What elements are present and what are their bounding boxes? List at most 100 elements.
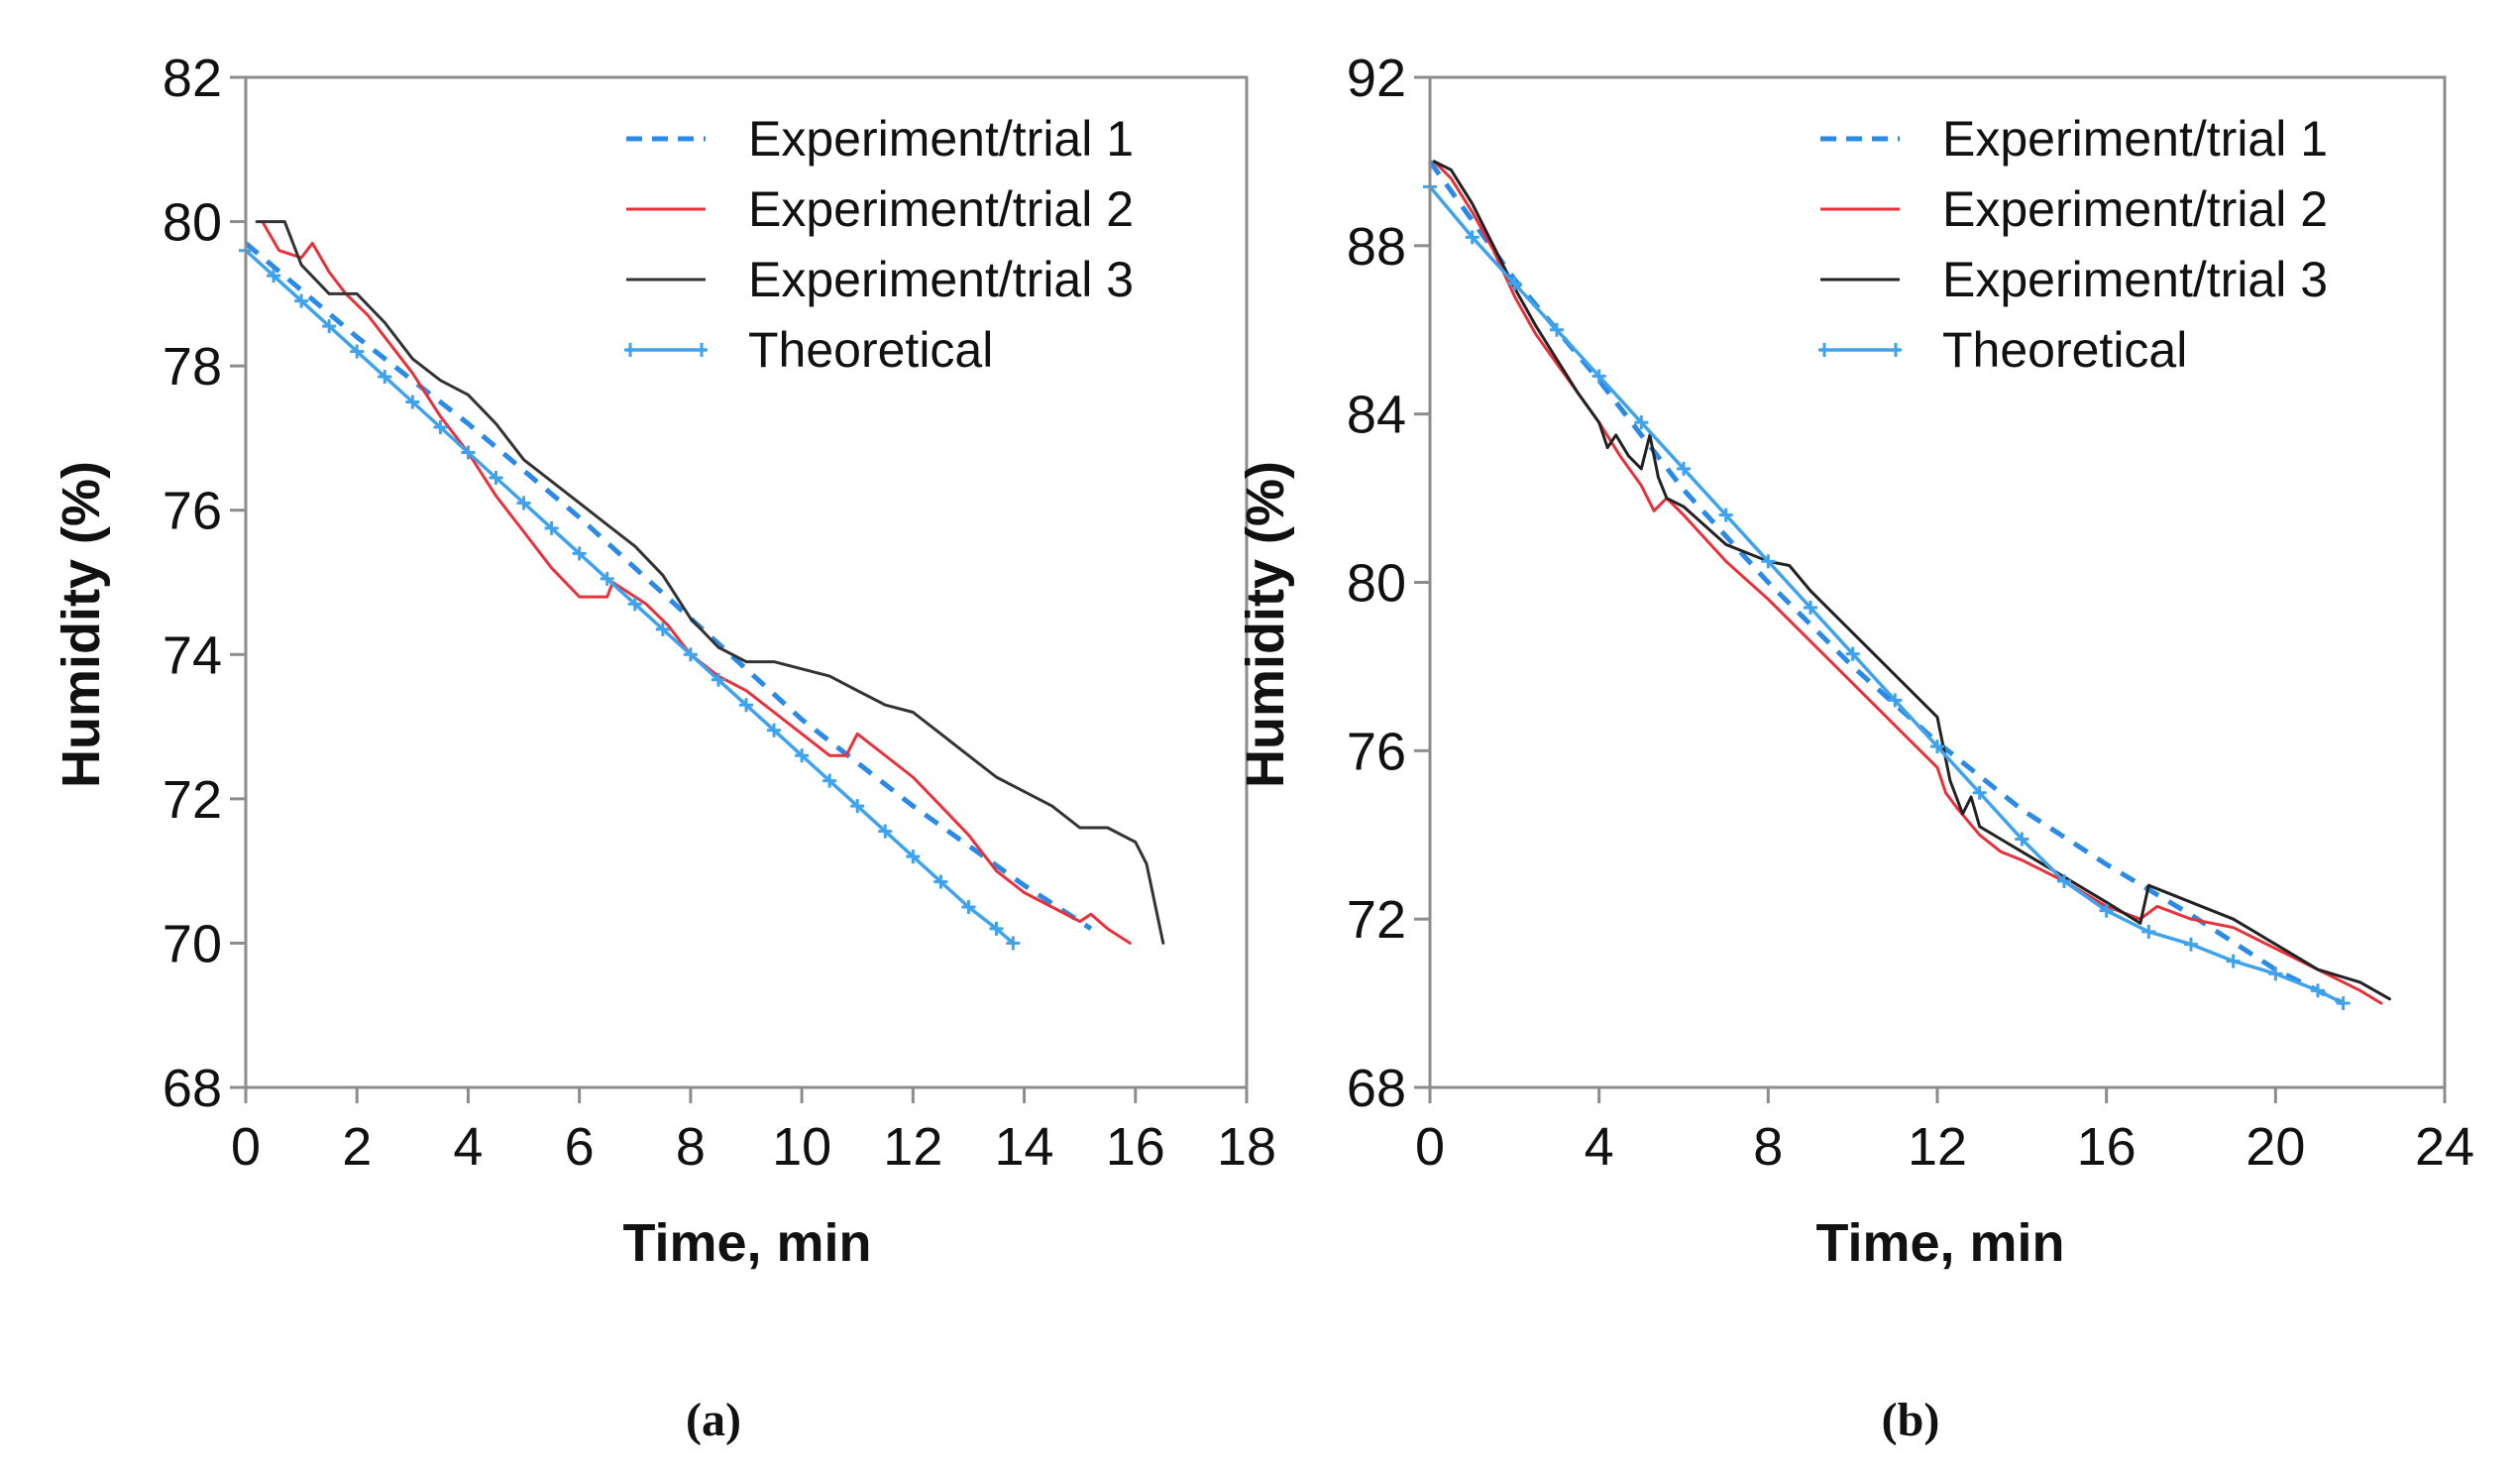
- theoretical-marker: [850, 799, 865, 814]
- x-tick-label: 10: [772, 1117, 831, 1177]
- theoretical-marker: [1634, 415, 1649, 430]
- y-tick-label: 72: [1347, 890, 1406, 950]
- theoretical-marker: [1677, 461, 1691, 476]
- legend-label: Theoretical: [1942, 322, 2187, 378]
- theoretical-marker: [461, 445, 476, 460]
- theoretical-marker: [1804, 600, 1817, 615]
- theoretical-marker: [1718, 508, 1733, 522]
- x-tick-label: 14: [995, 1117, 1054, 1177]
- axes-frame-a: [244, 75, 1249, 1089]
- theoretical-marker: [683, 647, 698, 662]
- theoretical-marker: [433, 420, 448, 435]
- y-axis-title-b: Humidity (%): [1236, 461, 1295, 788]
- y-tick-label: 72: [163, 770, 222, 830]
- series-line-3: [255, 220, 1165, 945]
- theoretical-marker: [1930, 739, 1944, 754]
- panel-a: Experiment/trial 1 Experiment/trial 2 Expe…: [52, 49, 1276, 1446]
- panel-b: Experiment/trial 1 Experiment/trial 2 Expe…: [1236, 49, 2474, 1446]
- series-group-a: [239, 220, 1165, 951]
- x-tick-label: 8: [676, 1117, 706, 1177]
- theoretical-marker: [711, 672, 725, 687]
- theoretical-marker: [1507, 277, 1522, 291]
- theoretical-marker: [1972, 785, 1987, 800]
- theoretical-marker: [267, 269, 281, 284]
- theoretical-marker: [2226, 954, 2241, 968]
- theoretical-marker: [933, 874, 948, 889]
- theoretical-marker: [1761, 554, 1776, 569]
- x-tick-label: 2: [342, 1117, 372, 1177]
- x-tick-label: 4: [453, 1117, 483, 1177]
- x-tick-label: 12: [883, 1117, 942, 1177]
- y-tick-label: 78: [163, 337, 222, 397]
- y-tick-label: 80: [1347, 554, 1406, 614]
- theoretical-marker: [405, 395, 420, 409]
- x-tick-label: 16: [2077, 1117, 2137, 1177]
- plot-area-frame: [1428, 75, 2447, 1089]
- series-line-2: [261, 220, 1132, 945]
- y-tick-label: 88: [1347, 217, 1406, 277]
- x-axis-title-b: Time, min: [1815, 1213, 2064, 1273]
- x-tick-label: 24: [2415, 1117, 2474, 1177]
- theoretical-marker: [739, 698, 753, 713]
- theoretical-marker: [2336, 996, 2351, 1011]
- y-tick-label: 74: [163, 625, 222, 685]
- y-tick-label: 84: [1347, 386, 1406, 445]
- theoretical-marker: [989, 921, 1004, 936]
- theoretical-marker: [2311, 983, 2325, 998]
- panel-caption-a: (a): [686, 1394, 741, 1446]
- theoretical-marker: [767, 723, 782, 738]
- axes-frame-b: [1428, 75, 2447, 1089]
- y-tick-label: 76: [163, 482, 222, 541]
- legend-a: Experiment/trial 1 Experiment/trial 2 Expe…: [603, 91, 1217, 389]
- y-tick-label: 82: [163, 49, 222, 108]
- legend-item: Experiment/trial 3: [626, 252, 1134, 307]
- theoretical-marker: [572, 546, 587, 561]
- theoretical-marker: [378, 370, 392, 385]
- legend-label: Experiment/trial 3: [748, 252, 1134, 307]
- legend-item: Theoretical: [1818, 322, 2187, 378]
- theoretical-marker: [516, 496, 531, 511]
- theoretical-marker: [1006, 936, 1021, 951]
- theoretical-marker: [655, 622, 670, 636]
- theoretical-marker: [2141, 924, 2156, 939]
- theoretical-marker: [544, 520, 559, 535]
- y-axis-title-a: Humidity (%): [52, 461, 111, 788]
- theoretical-marker: [489, 470, 503, 485]
- legend-item: Experiment/trial 2: [626, 181, 1134, 237]
- theoretical-marker: [600, 571, 614, 586]
- x-tick-label: 16: [1106, 1117, 1165, 1177]
- x-axis-title-a: Time, min: [622, 1213, 871, 1273]
- theoretical-marker: [822, 773, 837, 788]
- theoretical-marker: [1591, 369, 1606, 384]
- legend-b: Experiment/trial 1 Experiment/trial 2 Expe…: [1797, 91, 2411, 389]
- theoretical-marker: [878, 824, 893, 839]
- legend-label: Experiment/trial 1: [1942, 111, 2328, 167]
- y-tick-label: 68: [163, 1059, 222, 1118]
- x-tick-label: 4: [1585, 1117, 1614, 1177]
- y-tick-label: 92: [1347, 49, 1406, 108]
- series-line-1: [1427, 160, 2345, 1006]
- theoretical-marker: [1888, 693, 1903, 708]
- x-tick-label: 12: [1908, 1117, 1967, 1177]
- x-tick-label: 20: [2246, 1117, 2305, 1177]
- x-tick-label: 0: [1415, 1117, 1445, 1177]
- x-tick-label: 18: [1217, 1117, 1276, 1177]
- theoretical-marker: [350, 344, 365, 359]
- legend-item: Experiment/trial 1: [626, 111, 1134, 167]
- theoretical-marker: [795, 748, 810, 763]
- plot-area-frame: [244, 75, 1249, 1089]
- y-tick-label: 80: [163, 193, 222, 253]
- theoretical-marker: [1550, 322, 1564, 337]
- series-line-2: [1432, 160, 2383, 1005]
- x-tick-label: 6: [565, 1117, 595, 1177]
- y-tick-label: 68: [1347, 1059, 1406, 1118]
- legend-label: Experiment/trial 1: [748, 111, 1134, 167]
- series-line-3: [1432, 160, 2391, 1001]
- theoretical-marker: [906, 850, 921, 864]
- y-tick-label: 76: [1347, 722, 1406, 781]
- theoretical-marker: [1465, 230, 1479, 245]
- theoretical-marker: [2184, 937, 2198, 952]
- y-tick-label: 70: [163, 914, 222, 973]
